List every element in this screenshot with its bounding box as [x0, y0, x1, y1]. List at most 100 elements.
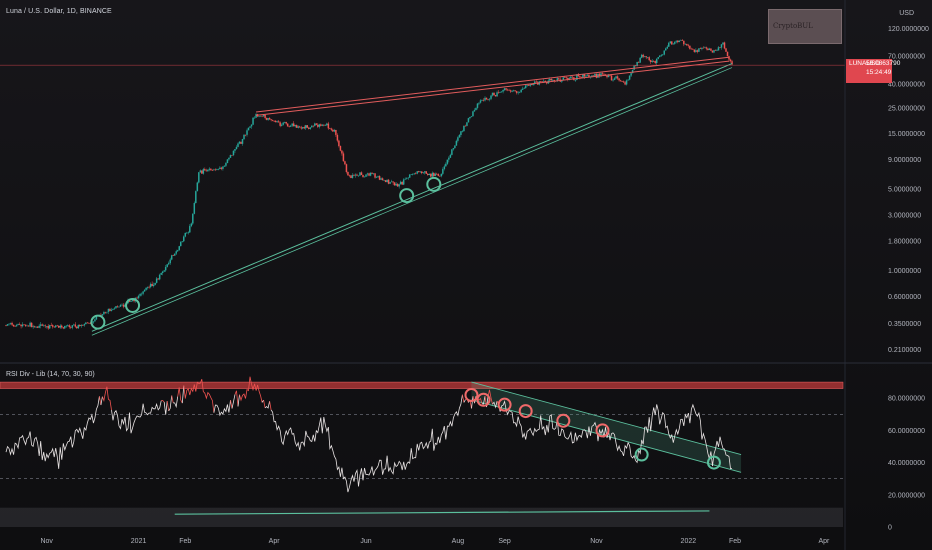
bullish-divergence-marker[interactable] — [706, 455, 721, 470]
candle — [163, 269, 165, 273]
candle — [405, 177, 408, 180]
candle — [220, 166, 223, 171]
candle — [493, 92, 495, 96]
candle — [183, 235, 185, 243]
candle — [51, 324, 54, 329]
candle — [315, 123, 318, 126]
rsi-line — [5, 396, 100, 469]
candle — [390, 179, 393, 183]
candle — [208, 167, 211, 172]
bearish-divergence-marker[interactable] — [595, 423, 610, 438]
time-tick-label: Apr — [269, 538, 281, 545]
candle — [38, 323, 40, 329]
candle — [64, 325, 66, 330]
bullish-divergence-marker[interactable] — [634, 447, 649, 462]
rsi-pane[interactable] — [0, 376, 845, 527]
rsi-line — [234, 390, 239, 407]
candle — [302, 126, 304, 130]
time-axis[interactable]: Nov 2021 Feb Apr Jun Aug Sep Nov 2022 Feb Apr — [40, 538, 830, 545]
candle — [273, 120, 275, 123]
resistance-line[interactable] — [256, 56, 730, 113]
candle — [312, 125, 315, 128]
support-touch-marker[interactable] — [426, 176, 442, 192]
candle — [410, 174, 412, 176]
time-tick-label: 2022 — [681, 538, 697, 545]
candle — [399, 180, 402, 185]
rsi-line — [168, 395, 173, 412]
candle — [333, 128, 336, 133]
bearish-divergence-marker[interactable] — [497, 397, 512, 412]
rsi-indicator-title[interactable]: RSI Div - Lib (14, 70, 30, 90) — [6, 371, 95, 378]
candle — [229, 154, 232, 159]
candle — [422, 172, 425, 174]
price-tick-label: 15.0000000 — [888, 131, 925, 138]
bearish-divergence-marker[interactable] — [476, 392, 491, 407]
candle — [196, 181, 199, 192]
candle — [297, 125, 299, 129]
bearish-divergence-marker[interactable] — [556, 413, 571, 428]
candle — [655, 58, 658, 66]
price-axis[interactable]: 120.0000000 70.0000000 40.0000000 25.000000… — [888, 26, 929, 354]
candle — [94, 318, 96, 322]
candle — [186, 231, 188, 234]
rsi-line — [498, 400, 733, 470]
candle — [362, 174, 364, 178]
rsi-tick-label: 0 — [888, 525, 892, 532]
bearish-divergence-marker[interactable] — [518, 404, 533, 419]
candle — [264, 114, 266, 120]
candle — [121, 303, 123, 306]
candle — [609, 75, 611, 77]
candle — [217, 168, 220, 171]
candle — [192, 213, 194, 226]
candle — [427, 173, 429, 176]
candle — [633, 65, 635, 70]
candle — [190, 222, 193, 228]
candle — [350, 174, 352, 179]
candle — [696, 49, 699, 54]
candle — [12, 324, 15, 328]
price-pane[interactable] — [0, 39, 845, 336]
candle — [258, 116, 260, 118]
candle — [68, 324, 71, 329]
candle — [44, 324, 46, 329]
candle — [289, 124, 292, 127]
candle — [252, 116, 254, 126]
candle — [292, 121, 295, 127]
candle — [137, 294, 140, 300]
candle — [678, 40, 681, 43]
divergence-line[interactable] — [174, 510, 710, 515]
bearish-divergence-marker[interactable] — [464, 387, 479, 402]
support-touch-marker[interactable] — [399, 188, 415, 204]
chart-title[interactable]: Luna / U.S. Dollar, 1D, BINANCE — [6, 8, 112, 15]
candle — [532, 83, 534, 86]
rsi-axis[interactable]: 80.0000000 60.0000000 40.0000000 20.0000000… — [888, 396, 925, 532]
candle — [41, 323, 43, 327]
candle — [79, 324, 81, 327]
candle — [660, 53, 662, 57]
candle — [169, 257, 171, 265]
resistance-line[interactable] — [256, 60, 730, 116]
rsi-line — [213, 400, 231, 417]
rsi-line — [270, 394, 463, 493]
candle — [701, 47, 703, 51]
price-tick-label: 3.0000000 — [888, 212, 921, 219]
candle — [558, 77, 560, 80]
candle — [437, 173, 440, 177]
candle — [371, 172, 373, 175]
candle — [154, 282, 156, 286]
price-tick-label: 1.0000000 — [888, 268, 921, 275]
candle — [295, 124, 298, 128]
candle — [445, 162, 447, 167]
support-line-lower[interactable] — [91, 67, 733, 336]
candle — [234, 148, 236, 154]
rsi-trendline[interactable] — [471, 381, 742, 455]
candle — [675, 40, 678, 44]
support-touch-marker[interactable] — [125, 297, 141, 313]
candle — [648, 56, 650, 62]
support-touch-marker[interactable] — [90, 314, 106, 330]
candle — [476, 103, 479, 110]
candle — [463, 125, 465, 132]
candle — [625, 79, 628, 86]
candle — [369, 172, 372, 177]
